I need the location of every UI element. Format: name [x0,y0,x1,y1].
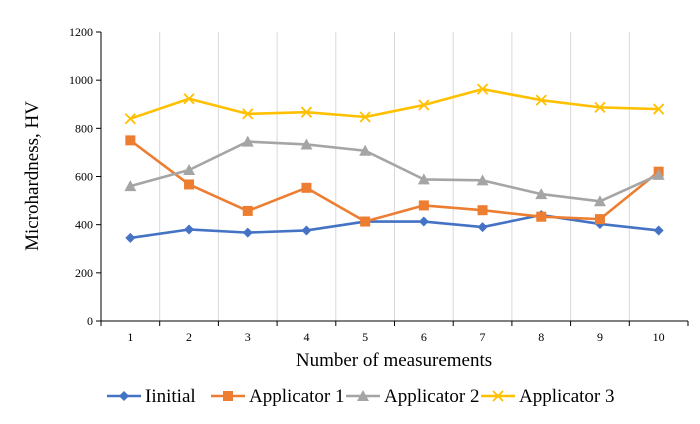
legend-label: Applicator 2 [384,386,480,407]
series-applicator-2 [124,135,665,207]
series-line [130,140,660,203]
data-point [359,144,372,156]
data-point [418,99,430,111]
legend-item: Iinitial [107,386,196,407]
series-line [130,213,659,240]
series-line [129,87,659,120]
data-point [418,216,429,227]
data-point [535,94,547,106]
legend-marker [223,391,233,401]
series-group [124,83,665,243]
data-point [183,93,195,105]
data-point [594,101,606,114]
x-axis-label: Number of measurements [296,350,492,371]
x-tick-label: 7 [480,330,486,344]
data-point [184,224,195,235]
data-point [477,205,488,216]
data-point [242,108,254,120]
data-point [418,200,429,211]
data-point [653,103,665,115]
data-point [242,227,253,238]
data-point [360,216,371,227]
data-point [242,205,253,216]
series-line [129,139,660,223]
data-point [241,135,254,147]
data-point [184,179,195,190]
y-axis-ticks: 0 200 400 600 800 1000 1200 [69,25,101,328]
data-point [125,135,136,146]
data-point [653,225,664,236]
data-point [417,173,430,185]
legend-label: Iinitial [145,386,196,407]
x-axis-ticks: 1 2 3 4 5 6 7 8 9 10 [100,321,689,344]
legend-marker [492,390,504,402]
x-tick-label: 1 [127,330,133,344]
y-tick-label: 600 [75,170,93,184]
y-tick-label: 1000 [69,73,93,87]
data-point [300,106,313,118]
data-point [535,188,548,200]
legend-item: Applicator 3 [481,386,615,407]
x-tick-label: 4 [303,330,309,344]
data-point [359,111,371,123]
legend-label: Applicator 3 [519,386,615,407]
series-applicator-1 [125,135,664,227]
legend-label: Applicator 1 [249,386,345,407]
x-tick-label: 8 [538,330,544,344]
gridlines [159,32,630,321]
data-point [536,211,547,222]
data-point [652,168,665,180]
x-tick-label: 3 [245,330,251,344]
x-tick-label: 5 [362,330,368,344]
x-tick-label: 2 [186,330,192,344]
y-tick-label: 400 [75,218,93,232]
data-point [124,113,136,125]
legend: Iinitial Applicator 1 Applicator 2 Applicat… [107,386,615,407]
x-tick-label: 10 [653,330,665,344]
series-iinitial [125,210,664,243]
x-tick-label: 6 [421,330,427,344]
data-point [183,163,196,175]
data-point [300,138,313,150]
data-point [301,225,312,236]
data-point [476,174,489,186]
legend-marker [357,390,369,401]
data-point [476,83,489,95]
y-tick-label: 0 [87,314,93,328]
series-applicator-3 [124,83,665,125]
data-point [301,182,312,193]
data-point [124,180,137,192]
data-point [593,195,606,207]
data-point [125,232,136,243]
legend-item: Applicator 1 [211,386,345,407]
data-point [477,222,488,233]
legend-item: Applicator 2 [346,386,480,407]
x-tick-label: 9 [597,330,603,344]
legend-marker [119,391,129,401]
y-tick-label: 800 [75,121,93,135]
y-tick-label: 1200 [69,25,93,39]
y-axis-label: Microhardness, HV [22,101,43,251]
data-point [594,214,605,225]
y-tick-label: 200 [75,266,93,280]
